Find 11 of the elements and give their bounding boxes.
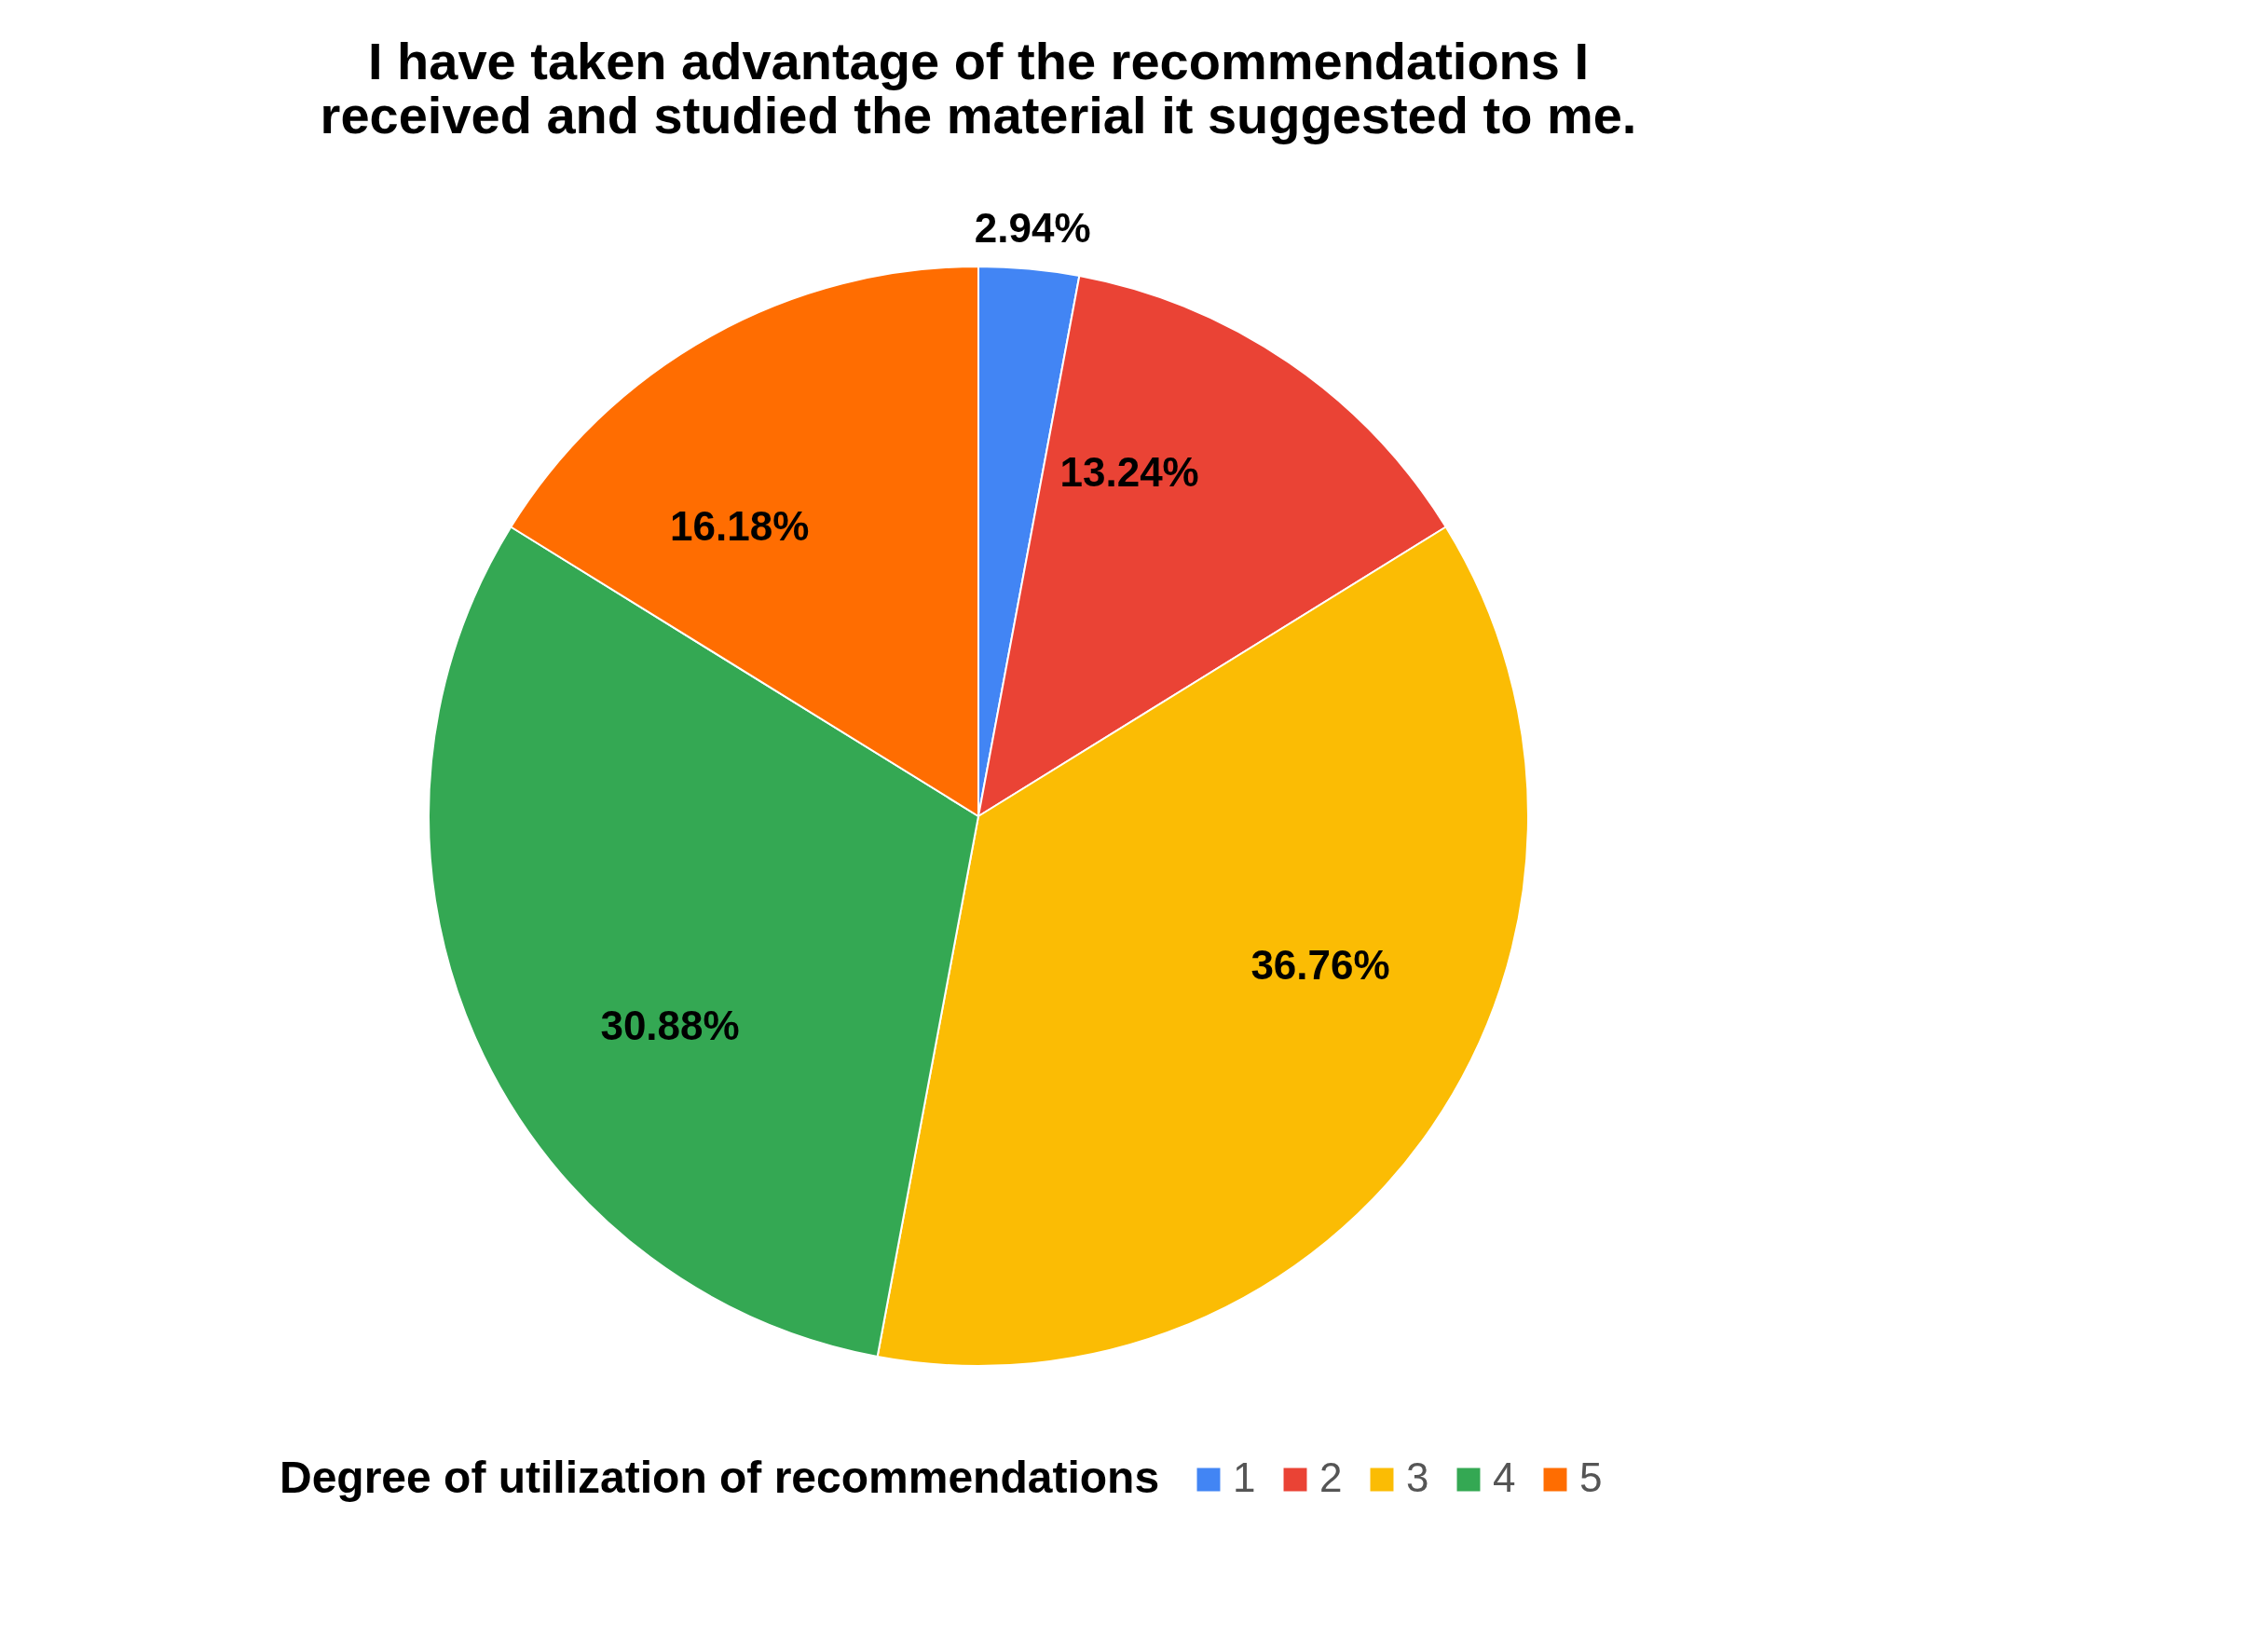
- legend-label: 5: [1579, 1454, 1603, 1500]
- legend-title: Degree of utilization of recommendations: [280, 1453, 1160, 1502]
- data-label: 36.76%: [1250, 942, 1390, 989]
- legend-label: 2: [1319, 1454, 1343, 1500]
- data-label: 13.24%: [1059, 449, 1199, 496]
- legend-label: 4: [1493, 1454, 1516, 1500]
- data-label: 2.94%: [974, 205, 1091, 252]
- legend-label: 3: [1406, 1454, 1429, 1500]
- data-label: 16.18%: [670, 503, 810, 550]
- legend-label: 1: [1233, 1454, 1256, 1500]
- data-label: 30.88%: [600, 1002, 740, 1048]
